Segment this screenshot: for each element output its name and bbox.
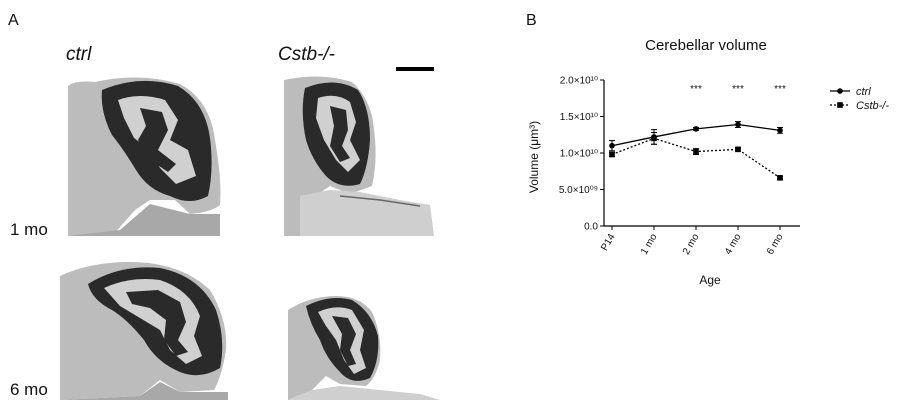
significance-label: *** [774,84,786,95]
legend-label-0: ctrl [856,86,871,98]
legend-marker-0 [837,88,843,94]
chart-title: Cerebellar volume [645,37,767,54]
y-tick-label: 5.0×10⁰⁹ [559,185,598,196]
y-tick-label: 0.0 [584,222,598,233]
y-axis-label: Volume (μm³) [527,121,541,193]
data-point-1 [693,148,699,155]
y-tick-label: 1.0×10¹⁰ [560,149,598,160]
data-point-1 [651,135,657,142]
data-point-1 [609,151,615,158]
data-point-0 [609,142,615,149]
cerebellar-volume-chart: Cerebellar volume 0.0 5.0×10⁰⁹ 1.0×10¹⁰ 1.5×… [500,0,910,300]
panel-b-letter: B [526,12,537,29]
series-line-1 [611,137,781,179]
x-tick-label: 4 mo [723,232,744,257]
data-point-0 [777,127,783,134]
histology-images [60,67,440,400]
scale-bar [396,67,434,71]
row-label-6mo: 6 mo [10,380,48,399]
data-point-0 [735,121,741,128]
x-tick-label: 1 mo [639,232,660,257]
y-tick-label: 2.0×10¹⁰ [560,76,598,87]
data-point-0 [693,126,699,132]
legend-label-1: Cstb-/- [856,100,889,112]
x-tick-label: P14 [599,232,618,253]
brain-section-ctrl-6mo [60,262,228,400]
data-point-1 [735,146,741,153]
legend-marker-1 [837,102,843,108]
column-title-ctrl: ctrl [66,44,92,65]
x-tick-label: 2 mo [681,232,702,257]
row-label-1mo: 1 mo [10,220,48,239]
significance-label: *** [732,84,744,95]
y-tick-label: 1.5×10¹⁰ [560,112,598,123]
data-point-1 [777,175,783,181]
brain-section-cstb-1mo [284,76,434,236]
brain-section-cstb-6mo [288,296,440,400]
x-axis-label: Age [699,273,721,287]
column-title-cstb: Cstb-/- [278,44,335,65]
x-tick-label: 6 mo [765,232,786,257]
panel-a-letter: A [8,12,19,29]
significance-label: *** [690,84,702,95]
brain-section-ctrl-1mo [68,77,221,236]
